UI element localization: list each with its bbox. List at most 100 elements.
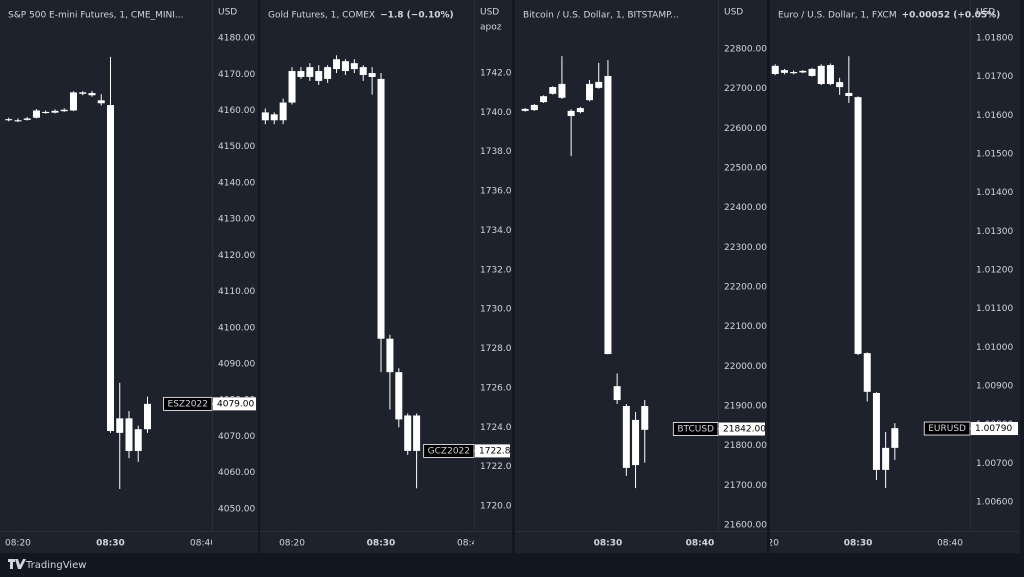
y-tick-label: 1726.0 bbox=[480, 383, 512, 393]
candle-body bbox=[51, 110, 59, 113]
candle-body bbox=[641, 406, 649, 430]
y-tick-label: 4060.00 bbox=[218, 468, 255, 478]
y-tick-label: 22300.00 bbox=[724, 243, 767, 253]
x-tick-label: 08:40 bbox=[686, 539, 715, 549]
candle-body bbox=[14, 120, 22, 122]
y-tick-label: 1.00600 bbox=[976, 498, 1013, 508]
candle-body bbox=[23, 118, 31, 120]
candle-body bbox=[69, 92, 77, 111]
candle-body bbox=[297, 71, 305, 77]
ticker-box bbox=[163, 396, 213, 411]
candle-body bbox=[854, 97, 862, 354]
last-price-label: 21842.00 bbox=[723, 425, 766, 435]
price-axis bbox=[212, 0, 258, 531]
axis-unit: USD bbox=[976, 8, 995, 18]
candle-body bbox=[845, 92, 853, 97]
last-price-label: 1722.8 bbox=[479, 446, 511, 456]
time-axis bbox=[770, 531, 1020, 553]
y-tick-label: 4050.00 bbox=[218, 504, 255, 514]
x-tick-label: 08:30 bbox=[844, 539, 873, 549]
y-tick-label: 4120.00 bbox=[218, 251, 255, 261]
chart-panel: S&P 500 E-mini Futures, 1, CME_MINI... US… bbox=[0, 0, 258, 553]
x-tick-label: 08:20 bbox=[279, 539, 305, 549]
plot-area bbox=[515, 0, 718, 531]
ticker-box bbox=[423, 443, 475, 458]
candle-body bbox=[530, 104, 538, 111]
candle-body bbox=[288, 71, 296, 103]
y-tick-label: 22200.00 bbox=[724, 283, 767, 293]
candle-body bbox=[872, 392, 880, 470]
candle-body bbox=[97, 100, 105, 104]
price-change: −1.8 (−0.10%) bbox=[380, 11, 454, 21]
y-tick-label: 1.01700 bbox=[976, 72, 1013, 82]
brand-name: TradingView bbox=[25, 560, 86, 571]
candles bbox=[5, 56, 152, 489]
candle-body bbox=[567, 110, 575, 117]
x-tick-label: 08:30 bbox=[367, 539, 396, 549]
candle-body bbox=[576, 108, 584, 113]
time-labels: 08:20 08:30 08:40 bbox=[5, 531, 216, 549]
last-price-label: 4079.00 bbox=[217, 399, 254, 409]
ticker-label: EURUSD bbox=[928, 424, 966, 434]
y-tick-label: 22600.00 bbox=[724, 124, 767, 134]
candle-body bbox=[261, 112, 269, 121]
plot-area bbox=[260, 0, 474, 531]
x-tick-label: 08:40 bbox=[190, 539, 216, 549]
candle-body bbox=[5, 119, 13, 121]
candles bbox=[521, 56, 649, 489]
time-axis bbox=[515, 531, 767, 553]
y-tick-label: 1728.0 bbox=[480, 344, 512, 354]
candle-body bbox=[368, 73, 376, 77]
candle-body bbox=[891, 428, 899, 448]
axis-unit: USD bbox=[218, 8, 237, 18]
y-tick-label: 1.01400 bbox=[976, 188, 1013, 198]
y-tick-label: 1.01300 bbox=[976, 227, 1013, 237]
candle-body bbox=[558, 83, 566, 98]
candle-body bbox=[826, 65, 834, 85]
y-tick-label: 1.01200 bbox=[976, 266, 1013, 276]
candle-body bbox=[771, 65, 779, 74]
ticker-label: ESZ2022 bbox=[168, 399, 208, 409]
y-tick-label: 22000.00 bbox=[724, 362, 767, 372]
chart-panel: Bitcoin / U.S. Dollar, 1, BITSTAMP... USD… bbox=[515, 0, 767, 553]
y-tick-label: 1734.0 bbox=[480, 226, 512, 236]
y-tick-label: 1724.0 bbox=[480, 423, 512, 433]
candle-body bbox=[42, 111, 50, 114]
candle-body bbox=[116, 418, 124, 433]
price-box bbox=[971, 422, 1018, 436]
y-tick-label: 4170.00 bbox=[218, 70, 255, 80]
candle-body bbox=[88, 93, 96, 96]
y-tick-label: 22500.00 bbox=[724, 163, 767, 173]
y-tick-label: 1730.0 bbox=[480, 305, 512, 315]
chart-title: Gold Futures, 1, COMEX bbox=[268, 11, 375, 21]
candle-body bbox=[808, 68, 816, 76]
y-tick-label: 4070.00 bbox=[218, 432, 255, 442]
candle-body bbox=[350, 63, 358, 70]
time-labels: 08:30 08:40 bbox=[594, 531, 715, 549]
y-tick-label: 1742.0 bbox=[480, 69, 512, 79]
y-tick-label: 21700.00 bbox=[724, 481, 767, 491]
candle-body bbox=[836, 82, 844, 88]
y-tick-label: 1.01100 bbox=[976, 304, 1013, 314]
ticker-box bbox=[923, 421, 971, 436]
y-tick-label: 4140.00 bbox=[218, 178, 255, 188]
y-tick-label: 22400.00 bbox=[724, 203, 767, 213]
price-axis bbox=[970, 0, 1020, 531]
y-tick-label: 4100.00 bbox=[218, 323, 255, 333]
y-tick-label: 1.01500 bbox=[976, 150, 1013, 160]
y-tick-label: 4180.00 bbox=[218, 34, 255, 44]
time-labels: 08:20 08:30 08:40 bbox=[770, 531, 963, 549]
candle-body bbox=[595, 81, 603, 88]
price-change: +0.00052 (+0.05%) bbox=[902, 11, 1001, 21]
candle-body bbox=[882, 447, 890, 470]
y-tick-label: 4090.00 bbox=[218, 360, 255, 370]
candles bbox=[771, 56, 899, 489]
x-tick-label: 08:20 bbox=[5, 539, 31, 549]
footer: TradingView bbox=[8, 559, 86, 571]
candle-body bbox=[134, 429, 142, 451]
price-box bbox=[213, 397, 256, 411]
y-tick-label: 21600.00 bbox=[724, 521, 767, 531]
y-tick-label: 4150.00 bbox=[218, 142, 255, 152]
